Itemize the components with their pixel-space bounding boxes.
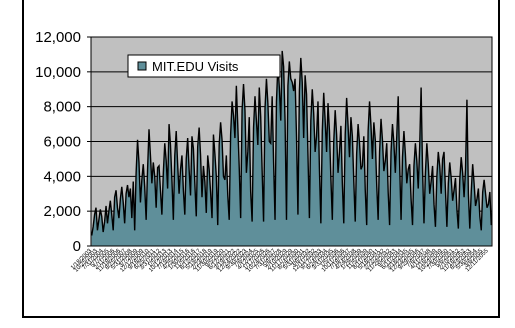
y-tick-label: 10,000 bbox=[35, 64, 81, 81]
legend-label: MIT.EDU Visits bbox=[152, 59, 239, 74]
legend-swatch bbox=[137, 61, 147, 71]
series-line bbox=[91, 50, 492, 236]
y-tick-label: 6,000 bbox=[43, 134, 81, 151]
y-tick-label: 2,000 bbox=[43, 203, 81, 220]
y-tick-label: 8,000 bbox=[43, 99, 81, 116]
plot-area bbox=[90, 36, 493, 247]
y-tick-label: 12,000 bbox=[35, 29, 81, 46]
y-tick-label: 4,000 bbox=[43, 168, 81, 185]
axes: 02,0004,0006,0008,00010,00012,0001/18/20… bbox=[35, 29, 490, 274]
legend-box bbox=[127, 54, 281, 78]
chart-frame: 0 2,000 4,000 6,000 8,000 10,000 12,000 1/18/20… bbox=[22, 0, 500, 318]
legend: MIT.EDU Visits bbox=[127, 54, 281, 78]
area-fill bbox=[91, 50, 492, 247]
chart: 02,0004,0006,0008,00010,00012,0001/18/20… bbox=[35, 29, 493, 274]
y-tick-label: 0 bbox=[73, 238, 81, 255]
